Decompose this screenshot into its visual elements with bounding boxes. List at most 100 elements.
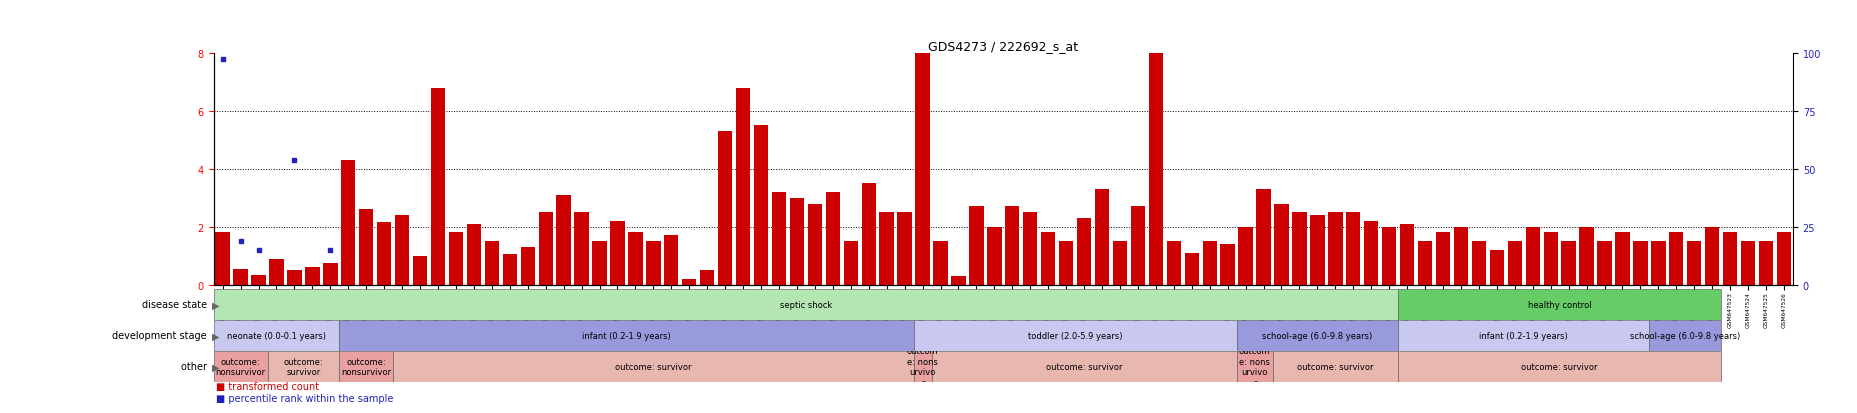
Bar xyxy=(771,192,786,285)
Text: healthy control: healthy control xyxy=(1526,300,1591,309)
Bar xyxy=(485,242,500,285)
Text: other: other xyxy=(180,361,210,372)
Bar xyxy=(1686,242,1701,285)
Bar xyxy=(394,351,914,382)
Text: ■ transformed count: ■ transformed count xyxy=(215,381,319,391)
Bar xyxy=(1721,233,1736,285)
Bar xyxy=(1023,213,1036,285)
Bar xyxy=(1220,244,1235,285)
Bar xyxy=(1040,233,1055,285)
Bar xyxy=(646,242,661,285)
Bar xyxy=(1077,218,1090,285)
Bar xyxy=(1058,242,1073,285)
Bar xyxy=(1578,227,1593,285)
Bar xyxy=(1272,351,1398,382)
Text: development stage: development stage xyxy=(111,330,210,341)
Text: outcome: survivor: outcome: survivor xyxy=(1296,362,1372,371)
Text: school-age (6.0-9.8 years): school-age (6.0-9.8 years) xyxy=(1261,331,1372,340)
Bar xyxy=(609,221,624,285)
Bar xyxy=(1255,190,1270,285)
Bar xyxy=(412,256,427,285)
Bar xyxy=(862,184,875,285)
Bar xyxy=(449,233,462,285)
Bar xyxy=(700,271,713,285)
Bar xyxy=(1274,204,1289,285)
Text: outcom
e: nons
urvivo
r: outcom e: nons urvivo r xyxy=(906,347,938,387)
Bar xyxy=(1597,242,1610,285)
Bar xyxy=(808,204,821,285)
Bar xyxy=(251,275,266,285)
Bar xyxy=(789,198,804,285)
Bar xyxy=(754,126,767,285)
Bar xyxy=(717,132,732,285)
Bar xyxy=(1649,320,1720,351)
Bar xyxy=(1398,320,1649,351)
Bar xyxy=(396,216,409,285)
Bar xyxy=(1201,242,1216,285)
Bar xyxy=(1525,227,1539,285)
Bar xyxy=(932,242,947,285)
Text: septic shock: septic shock xyxy=(780,300,832,309)
Title: GDS4273 / 222692_s_at: GDS4273 / 222692_s_at xyxy=(928,40,1077,52)
Bar xyxy=(930,351,1237,382)
Bar xyxy=(267,351,340,382)
Bar xyxy=(1344,213,1359,285)
Text: ▶: ▶ xyxy=(212,361,219,372)
Bar xyxy=(1435,233,1450,285)
Bar xyxy=(628,233,643,285)
Text: school-age (6.0-9.8 years): school-age (6.0-9.8 years) xyxy=(1629,331,1740,340)
Bar xyxy=(897,213,912,285)
Text: outcom
e: nons
urvivo
r: outcom e: nons urvivo r xyxy=(1239,347,1270,387)
Bar xyxy=(1398,289,1720,320)
Bar xyxy=(323,263,338,285)
Bar xyxy=(1237,320,1398,351)
Bar xyxy=(358,210,373,285)
Bar xyxy=(269,259,284,285)
Bar xyxy=(1417,242,1432,285)
Bar xyxy=(916,51,928,285)
Bar xyxy=(555,195,570,285)
Bar xyxy=(305,268,319,285)
Text: outcome:
survivor: outcome: survivor xyxy=(284,357,323,376)
Bar xyxy=(1166,242,1181,285)
Bar xyxy=(340,351,394,382)
Text: outcome: survivor: outcome: survivor xyxy=(1045,362,1122,371)
Bar xyxy=(986,227,1001,285)
Text: toddler (2.0-5.9 years): toddler (2.0-5.9 years) xyxy=(1027,331,1122,340)
Bar xyxy=(215,233,230,285)
Bar xyxy=(1560,242,1575,285)
Bar xyxy=(1543,233,1556,285)
Bar xyxy=(1131,207,1144,285)
Bar xyxy=(1398,351,1720,382)
Text: ▶: ▶ xyxy=(212,299,219,310)
Bar xyxy=(1614,233,1629,285)
Bar xyxy=(1759,242,1772,285)
Bar xyxy=(914,320,1237,351)
Bar xyxy=(214,351,267,382)
Bar xyxy=(1185,253,1198,285)
Bar xyxy=(1651,242,1664,285)
Text: infant (0.2-1.9 years): infant (0.2-1.9 years) xyxy=(581,331,670,340)
Bar xyxy=(1705,227,1718,285)
Bar xyxy=(574,213,589,285)
Text: neonate (0.0-0.1 years): neonate (0.0-0.1 years) xyxy=(227,331,325,340)
Bar xyxy=(1506,242,1521,285)
Bar xyxy=(1005,207,1019,285)
Text: disease state: disease state xyxy=(141,299,210,310)
Text: outcome: survivor: outcome: survivor xyxy=(1521,362,1597,371)
Bar xyxy=(503,254,516,285)
Bar xyxy=(539,213,553,285)
Bar xyxy=(914,351,930,382)
Bar xyxy=(1632,242,1647,285)
Bar xyxy=(1775,233,1790,285)
Bar xyxy=(431,88,446,285)
Text: ▶: ▶ xyxy=(212,330,219,341)
Text: ■ percentile rank within the sample: ■ percentile rank within the sample xyxy=(215,393,392,403)
Bar xyxy=(1328,213,1343,285)
Bar xyxy=(1292,213,1305,285)
Bar xyxy=(682,279,696,285)
Text: outcome:
nonsurvivor: outcome: nonsurvivor xyxy=(342,357,392,376)
Bar xyxy=(735,88,750,285)
Bar xyxy=(1148,51,1162,285)
Bar xyxy=(288,271,301,285)
